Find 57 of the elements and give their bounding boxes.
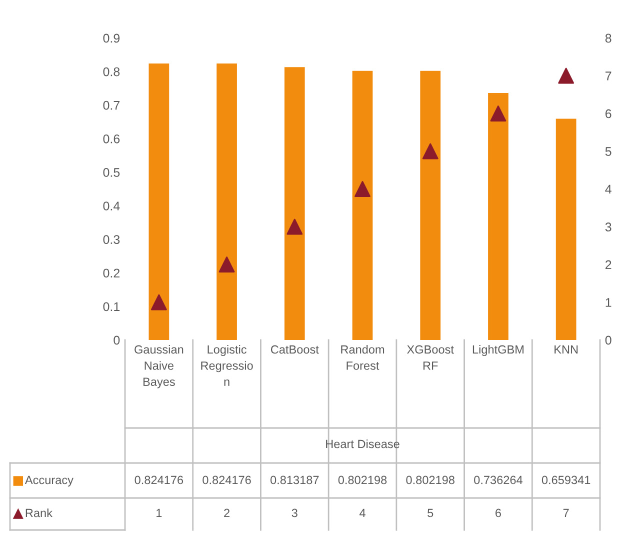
bar	[420, 70, 441, 340]
bar	[488, 92, 508, 340]
x-tick-label: CatBoost	[270, 345, 319, 354]
data-label: 5	[428, 508, 434, 518]
y2-tick-label: 4	[605, 184, 612, 194]
y-tick-label: 0	[114, 336, 120, 345]
bar	[556, 118, 576, 340]
data-label: 0.802198	[338, 476, 387, 484]
data-label: 3	[292, 508, 298, 518]
data-label: 0.736264	[474, 476, 522, 484]
y2-tick-label: 3	[605, 222, 612, 232]
point	[490, 106, 506, 122]
y2-tick-label: 0	[605, 336, 612, 345]
y-tick-label: 0.1	[103, 302, 120, 312]
legend-label: Accuracy	[24, 476, 74, 487]
data-label: 0.659341	[542, 476, 590, 484]
legend-label: Rank	[26, 508, 53, 518]
data-label: 6	[496, 508, 501, 518]
y-tick-label: 0.4	[103, 202, 120, 210]
y2-tick-label: 2	[605, 260, 612, 270]
data-label: 7	[563, 508, 569, 518]
bar	[148, 63, 170, 340]
point	[354, 181, 370, 197]
y2-tick-label: 6	[605, 109, 612, 118]
y-tick-label: 0.7	[103, 100, 120, 110]
point	[150, 294, 167, 310]
bar	[352, 70, 373, 340]
bar	[216, 63, 237, 340]
data-label: 0.802198	[406, 476, 454, 484]
y-tick-label: 0.8	[103, 67, 120, 76]
bar	[284, 67, 305, 340]
y2-tick-label: 7	[606, 72, 612, 80]
data-label: 1	[156, 508, 162, 518]
y2-tick-label: 8	[605, 34, 612, 43]
data-label: 2	[224, 508, 230, 518]
x-tick-label: LightGBM	[472, 345, 524, 356]
point	[218, 256, 235, 272]
x-tick-label: KNN	[554, 345, 578, 354]
x-tick-label: Gaussian Naive Bayes	[134, 345, 184, 388]
y-tick-label: 0.5	[103, 168, 120, 177]
y-tick-label: 0.3	[103, 235, 120, 244]
y2-tick-label: 1	[606, 298, 612, 307]
point	[286, 218, 303, 235]
y-tick-label: 0.6	[103, 134, 120, 144]
data-label: 4	[359, 508, 366, 518]
point	[558, 68, 574, 84]
x-tick-label: Random Forest	[341, 345, 384, 370]
x-axis-title: Heart Disease	[326, 439, 400, 448]
x-tick-label: XGBoost RF	[407, 345, 454, 370]
y-tick-label: 0.9	[103, 34, 120, 43]
data-label: 0.813187	[270, 476, 319, 484]
y2-tick-label: 5	[605, 147, 612, 156]
x-tick-label: Logistic Regressio n	[201, 345, 253, 386]
data-label: 0.824176	[134, 476, 184, 484]
y-tick-label: 0.2	[103, 268, 120, 278]
data-label: 0.824176	[202, 476, 251, 484]
point	[422, 143, 438, 160]
